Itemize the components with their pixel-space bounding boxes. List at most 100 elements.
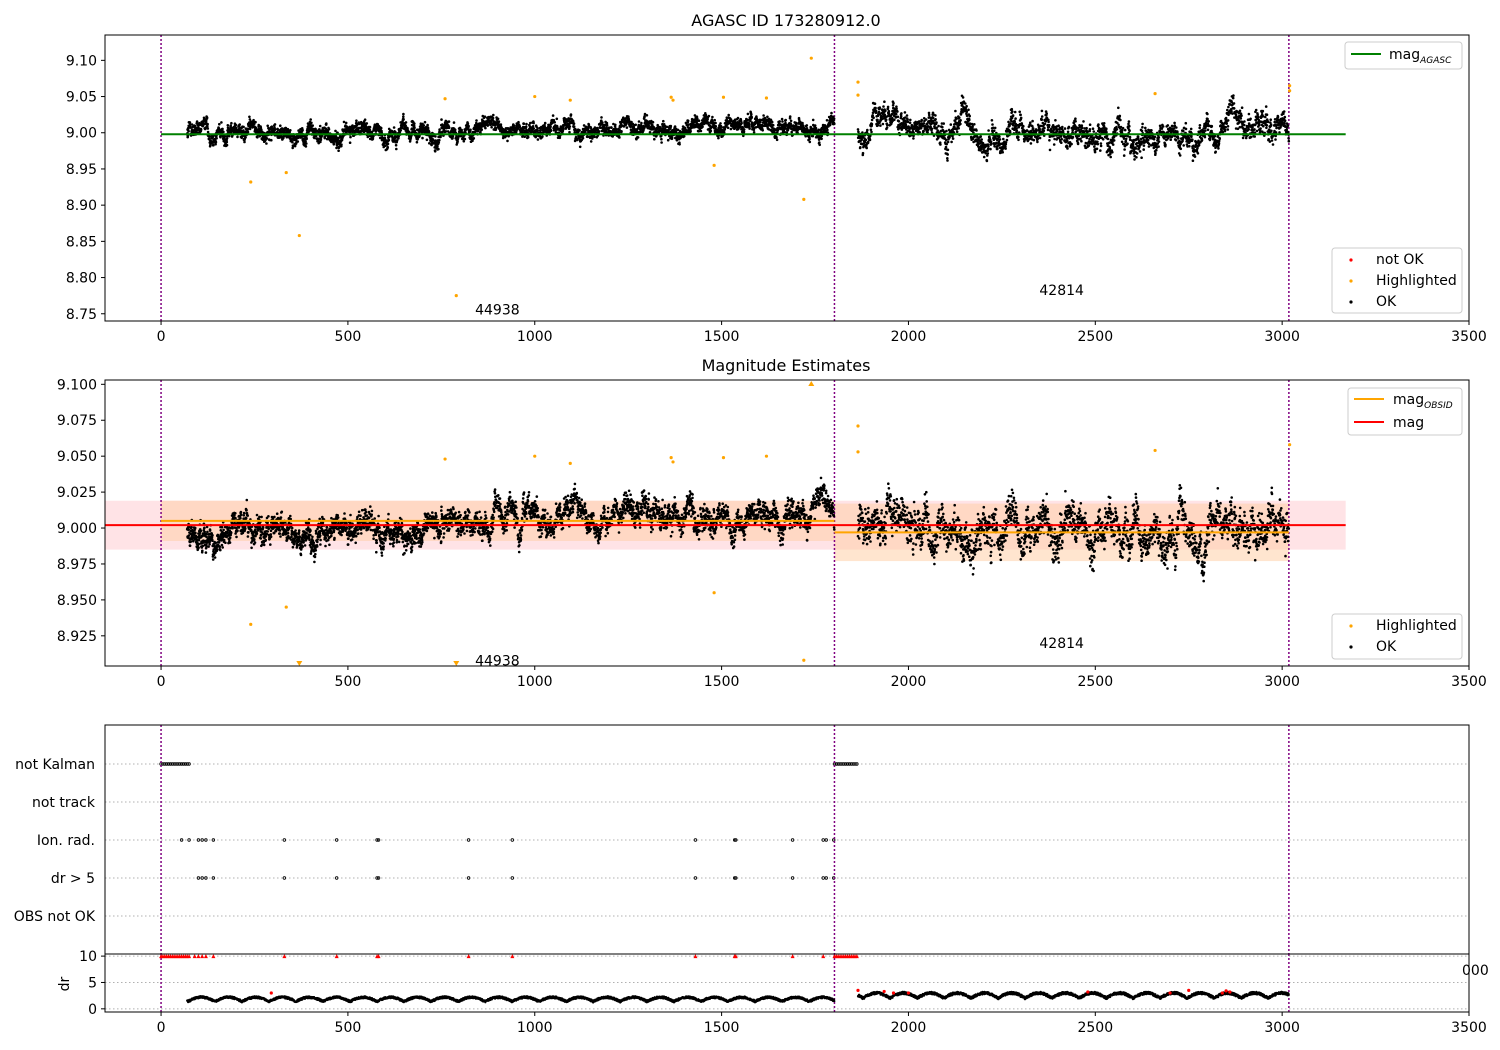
ok-point <box>1092 130 1096 133</box>
ok-point <box>740 121 743 125</box>
ok-point <box>1080 124 1084 127</box>
ok-point <box>899 114 903 118</box>
ok-point <box>536 129 539 133</box>
ok-point <box>578 145 582 149</box>
ok-point <box>472 137 476 140</box>
ok-point <box>874 106 877 110</box>
ok-point <box>729 118 733 121</box>
ok-point <box>805 124 809 127</box>
ok-point <box>1117 106 1120 110</box>
ok-point <box>524 125 528 129</box>
ok-point <box>878 106 882 109</box>
ok-point <box>243 140 246 144</box>
ok-point <box>211 135 215 139</box>
ok-point <box>453 128 457 132</box>
ok-point <box>483 115 487 118</box>
ok-point <box>699 129 703 133</box>
ok-point <box>218 122 221 126</box>
ok-point <box>987 129 990 132</box>
ok-point <box>946 159 949 162</box>
ok-point <box>653 137 656 141</box>
ok-point <box>1005 138 1009 142</box>
ok-point <box>884 109 887 113</box>
ok-point <box>205 116 209 119</box>
ok-point <box>926 130 929 134</box>
ok-point <box>387 139 391 142</box>
ok-point <box>945 129 948 133</box>
ok-point <box>349 135 352 139</box>
ok-point <box>1135 156 1138 159</box>
ok-point <box>289 129 292 132</box>
ok-point <box>935 121 938 124</box>
ok-point <box>729 127 733 131</box>
ok-point <box>991 123 994 126</box>
ok-point <box>332 143 336 146</box>
ok-point <box>717 136 720 140</box>
ok-point <box>886 123 889 127</box>
ok-point <box>828 123 832 127</box>
ok-point <box>506 139 509 143</box>
ok-point <box>979 135 982 138</box>
ok-point <box>870 122 874 126</box>
ok-point <box>934 118 937 121</box>
ok-point <box>1120 140 1124 144</box>
ok-point <box>711 115 714 119</box>
ok-point <box>368 128 372 132</box>
ok-point <box>876 123 880 127</box>
ok-point <box>1093 150 1097 154</box>
ok-point <box>413 126 416 129</box>
ok-point <box>1015 129 1019 132</box>
ok-point <box>714 121 717 125</box>
ok-point <box>771 123 775 127</box>
ok-point <box>266 124 270 128</box>
ok-point <box>1047 123 1051 127</box>
ok-point <box>569 113 573 116</box>
ok-point <box>818 143 821 147</box>
ok-point <box>742 130 746 134</box>
ok-point <box>1014 117 1017 120</box>
ok-point <box>966 122 969 126</box>
ok-point <box>811 118 815 122</box>
ok-point <box>195 120 199 123</box>
ok-point <box>701 125 704 129</box>
ok-point <box>490 125 493 129</box>
ok-point <box>497 120 501 123</box>
ok-point <box>469 128 472 132</box>
ok-point <box>1071 135 1075 139</box>
ok-point <box>742 128 746 131</box>
ok-point <box>1118 114 1122 118</box>
ok-point <box>931 116 935 120</box>
ok-point <box>1067 125 1071 129</box>
ok-point <box>781 120 784 123</box>
ok-point <box>1045 112 1048 115</box>
ok-point <box>415 140 419 144</box>
ok-point <box>1127 120 1131 123</box>
ok-point <box>1031 119 1034 123</box>
ok-point <box>593 135 596 139</box>
ok-point <box>833 122 836 126</box>
ok-point <box>223 135 227 138</box>
panel1-title: AGASC ID 173280912.0 <box>691 11 880 30</box>
ok-point <box>736 116 740 120</box>
ok-point <box>1109 155 1112 159</box>
ok-point <box>818 141 821 144</box>
ok-point <box>301 128 304 132</box>
ok-point <box>959 119 962 122</box>
ok-point <box>1099 142 1103 145</box>
ok-point <box>1126 142 1129 145</box>
ok-point <box>258 134 262 138</box>
ok-point <box>309 118 313 121</box>
ok-point <box>304 145 308 148</box>
ok-point <box>871 114 874 117</box>
ok-point <box>982 155 986 159</box>
ok-point <box>1042 129 1046 133</box>
ok-point <box>1144 126 1147 130</box>
ok-point <box>998 135 1001 139</box>
ok-point <box>355 119 358 122</box>
ok-point <box>226 124 230 127</box>
ok-point <box>750 121 754 124</box>
ok-point <box>462 139 466 143</box>
ok-point <box>265 137 269 140</box>
ok-point <box>532 127 536 130</box>
